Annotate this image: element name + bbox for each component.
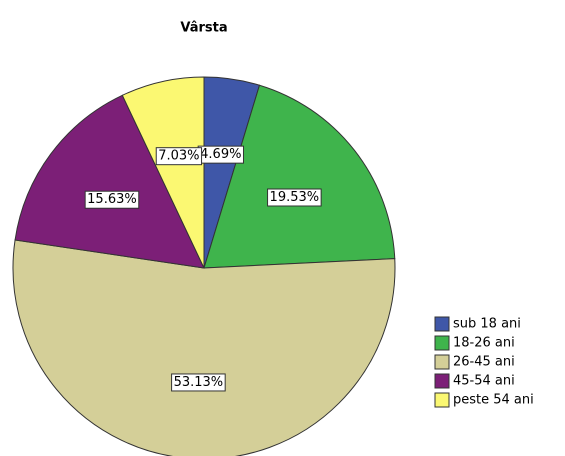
- pie-slice: [14, 94, 205, 269]
- chart-title: Vârsta: [180, 21, 227, 36]
- legend-swatch: [434, 335, 450, 351]
- data-label: 53.13%: [174, 375, 224, 390]
- pie-slice: [121, 76, 205, 269]
- data-label: 19.53%: [270, 190, 320, 205]
- legend-label: 26-45 ani: [453, 355, 515, 370]
- legend-swatch: [434, 373, 450, 389]
- legend-label: sub 18 ani: [453, 317, 521, 332]
- data-label: 7.03%: [158, 149, 199, 164]
- legend-label: 45-54 ani: [453, 374, 515, 389]
- data-label: 15.63%: [87, 192, 137, 207]
- legend-label: 18-26 ani: [453, 336, 515, 351]
- label-box: [267, 188, 322, 207]
- legend-swatch: [434, 392, 450, 408]
- pie-slice: [203, 84, 396, 269]
- legend-swatch: [434, 354, 450, 370]
- label-box: [155, 147, 203, 166]
- label-box: [171, 373, 226, 392]
- label-box: [84, 190, 140, 209]
- legend-swatch: [434, 316, 450, 332]
- pie-slice: [12, 239, 396, 456]
- legend-label: peste 54 ani: [453, 393, 534, 408]
- data-label: 4.69%: [200, 147, 241, 162]
